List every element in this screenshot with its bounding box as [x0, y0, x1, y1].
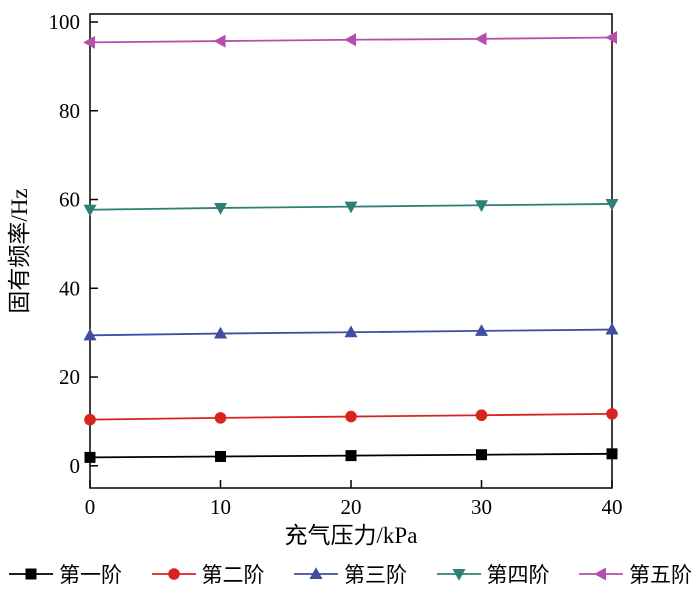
x-axis-title: 充气压力/kPa	[285, 523, 418, 548]
series-5	[83, 31, 617, 49]
x-tick-label: 30	[471, 495, 492, 519]
marker-triangle-down	[452, 569, 465, 581]
chart-svg: 0 10 20 30 40 0 20 40 60 80 100 充气压力/kPa 固有频率/Hz	[7, 10, 623, 548]
marker-square	[345, 450, 357, 462]
marker-triangle-up	[309, 567, 323, 579]
y-tick-label: 80	[59, 99, 80, 123]
marker-triangle-down	[214, 202, 227, 215]
marker-circle	[214, 412, 227, 424]
marker-triangle-left	[83, 35, 95, 49]
legend-swatch-svg	[294, 567, 338, 579]
marker-triangle-left	[213, 34, 226, 48]
legend-marker-triangle-left	[578, 566, 624, 582]
y-tick-label: 100	[49, 10, 81, 34]
x-tick-label: 40	[602, 495, 623, 519]
marker-square	[606, 448, 618, 460]
marker-circle	[606, 408, 618, 420]
marker-triangle-down	[475, 200, 488, 213]
legend-label-4: 第四阶	[486, 563, 550, 587]
marker-square	[215, 450, 226, 462]
marker-square	[25, 568, 37, 580]
series-3	[83, 322, 619, 341]
legend-label-3: 第三阶	[344, 563, 407, 587]
marker-square	[476, 449, 487, 461]
legend-marker-triangle-up	[293, 566, 339, 582]
legend-item-3: 第三阶	[293, 559, 407, 589]
series-2	[84, 408, 618, 426]
x-tick-label: 20	[341, 495, 362, 519]
marker-circle	[345, 410, 357, 423]
marker-circle	[475, 409, 488, 422]
series-1	[84, 448, 618, 463]
legend-item-1: 第一阶	[8, 559, 122, 589]
chart-area: 0 10 20 30 40 0 20 40 60 80 100 充气压力/kPa 固有频率/Hz	[7, 10, 623, 548]
legend-label-1: 第一阶	[59, 563, 122, 587]
marker-triangle-up	[344, 325, 358, 338]
legend-swatch-svg	[151, 568, 196, 580]
marker-triangle-down	[83, 204, 97, 217]
marker-square	[84, 451, 96, 463]
marker-triangle-up	[83, 328, 97, 341]
marker-triangle-up	[605, 322, 619, 335]
legend-label-5: 第五阶	[629, 563, 692, 587]
y-axis-title: 固有频率/Hz	[7, 188, 32, 313]
y-tick-label: 20	[59, 365, 80, 389]
marker-triangle-left	[344, 33, 356, 47]
y-tick-label: 60	[59, 188, 80, 212]
legend-swatch-svg	[579, 567, 623, 581]
marker-circle	[167, 568, 180, 580]
x-tick-label: 10	[210, 495, 231, 519]
legend: 第一阶 第二阶 第三阶 第四阶 第五阶	[0, 552, 700, 596]
marker-triangle-down	[605, 198, 619, 211]
legend-marker-circle	[151, 566, 197, 582]
marker-triangle-left	[594, 567, 606, 581]
legend-marker-square	[8, 566, 54, 582]
legend-item-2: 第二阶	[151, 559, 265, 589]
legend-item-5: 第五阶	[578, 559, 692, 589]
dynamic-plot-layer: 0 10 20 30 40 0 20 40 60 80 100	[49, 10, 623, 519]
legend-swatch-svg	[436, 569, 481, 581]
x-tick-label: 0	[85, 495, 96, 519]
marker-triangle-left	[474, 32, 487, 46]
legend-item-4: 第四阶	[436, 559, 550, 589]
series-4	[83, 198, 619, 217]
marker-circle	[84, 413, 96, 426]
marker-triangle-left	[605, 31, 617, 45]
y-tick-label: 40	[59, 276, 80, 300]
legend-label-2: 第二阶	[201, 563, 265, 587]
legend-marker-triangle-down	[436, 566, 482, 582]
marker-triangle-up	[214, 326, 227, 339]
marker-triangle-down	[344, 201, 358, 214]
y-tick-label: 0	[70, 454, 81, 478]
marker-triangle-up	[475, 324, 488, 336]
legend-swatch-svg	[9, 568, 53, 580]
